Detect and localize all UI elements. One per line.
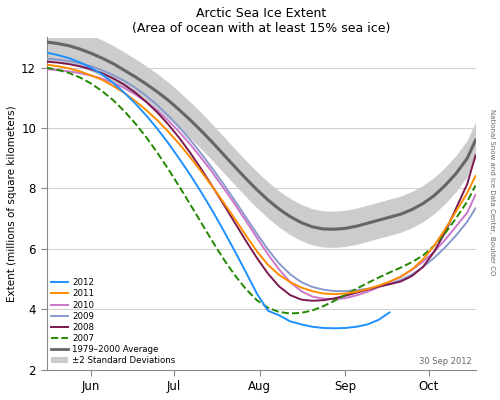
Legend: 2012, 2011, 2010, 2009, 2008, 2007, 1979–2000 Average, ±2 Standard Deviations: 2012, 2011, 2010, 2009, 2008, 2007, 1979… — [51, 278, 176, 365]
Y-axis label: Extent (millions of square kilometers): Extent (millions of square kilometers) — [7, 105, 17, 302]
Text: National Snow and Ice Data Center, Boulder CO: National Snow and Ice Data Center, Bould… — [489, 109, 495, 275]
Title: Arctic Sea Ice Extent
(Area of ocean with at least 15% sea ice): Arctic Sea Ice Extent (Area of ocean wit… — [132, 7, 390, 35]
Text: 30 Sep 2012: 30 Sep 2012 — [418, 357, 472, 366]
